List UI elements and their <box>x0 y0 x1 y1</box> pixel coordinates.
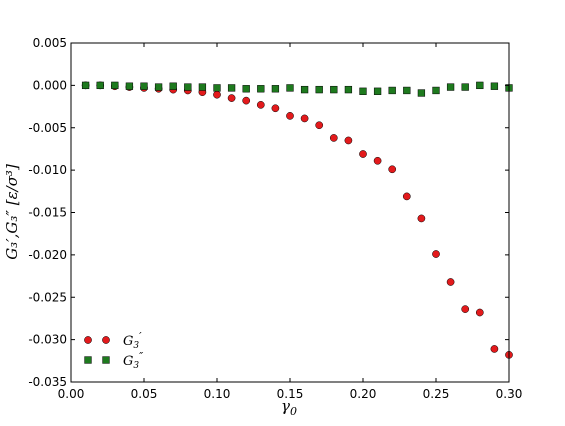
data-point-circle <box>344 136 353 145</box>
data-point-circle <box>242 96 251 105</box>
y-tick-label: -0.020 <box>28 248 67 262</box>
x-axis-label: γ0 <box>281 397 297 418</box>
y-tick-label: -0.015 <box>28 206 67 220</box>
y-tick-label: -0.005 <box>28 121 67 135</box>
data-point-square <box>373 87 382 95</box>
data-point-square <box>125 82 134 90</box>
data-point-square <box>461 83 469 91</box>
data-point-square <box>271 85 280 93</box>
data-point-circle <box>461 305 470 313</box>
legend-label-prime: ′ <box>139 330 142 343</box>
data-point-square <box>169 82 177 90</box>
x-tick-label: 0.30 <box>496 387 523 401</box>
y-tick-label: -0.030 <box>28 333 67 347</box>
legend-label-subscript: 3 <box>133 361 139 371</box>
data-point-square <box>111 81 119 90</box>
data-point-square <box>344 85 353 94</box>
data-point-circle <box>402 192 411 201</box>
data-point-square <box>417 89 426 97</box>
legend-entry-g3-double-prime: G3″ <box>84 350 144 371</box>
data-point-square <box>388 86 396 95</box>
data-point-square <box>213 84 221 92</box>
x-tick-label: 0.15 <box>277 387 304 401</box>
legend: G3′ G3″ <box>84 330 144 371</box>
legend-marker-circle <box>102 336 110 344</box>
data-point-square <box>315 85 323 94</box>
data-point-square <box>198 83 207 91</box>
data-point-square <box>154 83 163 91</box>
legend-label-prime: ″ <box>139 350 144 363</box>
legend-marker-circle <box>84 336 92 344</box>
x-axis-label-subscript: 0 <box>290 405 297 418</box>
data-point-circle <box>271 104 280 113</box>
plot-frame <box>70 42 510 383</box>
data-point-square <box>184 83 192 91</box>
data-point-circle <box>417 214 426 223</box>
data-point-square <box>257 85 265 93</box>
data-point-circle <box>315 121 324 130</box>
y-axis-label: G₃′,G₃″ [ε/σ³] <box>3 164 21 260</box>
data-point-circle <box>490 345 499 353</box>
data-point-square <box>81 81 90 90</box>
data-point-square <box>286 84 294 92</box>
data-point-square <box>227 84 236 92</box>
data-point-square <box>446 83 455 91</box>
ticks-layer: 0.00 0.05 0.10 0.15 0.20 0.25 0.30 0.005 0.000 -0… <box>28 36 522 401</box>
legend-marker-square <box>102 356 110 364</box>
y-tick-label: -0.025 <box>28 290 67 304</box>
x-tick-label: 0.25 <box>423 387 450 401</box>
data-point-square <box>330 85 338 94</box>
data-point-circle <box>213 90 221 99</box>
data-point-square <box>359 87 367 95</box>
plot-area <box>71 43 509 382</box>
data-point-circle <box>388 165 397 174</box>
data-point-square <box>403 86 411 95</box>
data-point-circle <box>286 112 294 120</box>
data-point-square <box>300 85 309 94</box>
y-tick-label: -0.010 <box>28 163 67 177</box>
data-point-circle <box>329 134 338 142</box>
x-tick-label: 0.00 <box>58 387 85 401</box>
data-point-square <box>96 81 104 90</box>
data-point-square <box>490 82 499 90</box>
data-point-circle <box>373 156 382 165</box>
legend-entry-g3-prime: G3′ <box>84 330 142 351</box>
data-point-square <box>140 82 148 90</box>
legend-marker-square <box>84 356 92 364</box>
data-point-circle <box>227 94 236 102</box>
data-point-square <box>476 81 484 90</box>
data-point-circle <box>359 150 367 158</box>
x-tick-label: 0.20 <box>350 387 377 401</box>
legend-label-g3-prime: G3′ <box>123 330 142 351</box>
data-point-circle <box>300 114 309 123</box>
data-point-square <box>242 85 250 93</box>
x-tick-label: 0.05 <box>131 387 158 401</box>
data-point-square <box>432 86 440 95</box>
legend-label-subscript: 3 <box>133 341 139 351</box>
y-tick-label: 0.005 <box>33 36 67 50</box>
x-tick-label: 0.10 <box>204 387 231 401</box>
legend-label-g3-double-prime: G3″ <box>123 350 144 371</box>
y-tick-label: 0.000 <box>33 78 67 92</box>
data-point-circle <box>256 101 265 109</box>
data-point-circle <box>475 308 484 317</box>
y-tick-label: -0.035 <box>28 375 67 389</box>
data-point-circle <box>432 250 440 258</box>
data-point-circle <box>446 278 455 286</box>
